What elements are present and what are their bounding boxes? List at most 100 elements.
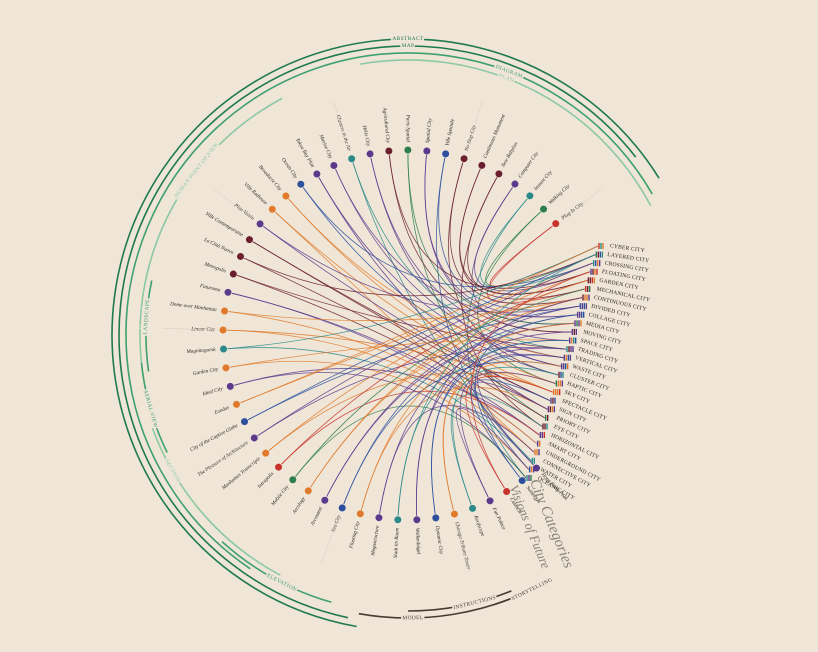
work-node — [551, 219, 560, 228]
work-label: Magnitogorsk — [185, 347, 216, 355]
guide-line — [456, 521, 470, 573]
link — [233, 273, 543, 427]
representation-label: HUMAN POINT OF VIEW — [173, 141, 220, 199]
link — [223, 329, 553, 393]
work-label: Exodus — [213, 405, 230, 417]
work-node — [450, 509, 459, 519]
work-node — [412, 515, 421, 524]
representation-arc — [125, 52, 653, 570]
work-label: Broadacre City — [257, 164, 283, 192]
work-node — [403, 145, 412, 155]
link — [473, 381, 548, 469]
link — [285, 195, 564, 359]
link — [230, 368, 540, 436]
work-node — [229, 269, 238, 279]
representation-label: MAP — [402, 43, 415, 49]
link — [388, 150, 591, 289]
guide-line — [163, 328, 216, 331]
work-label: Manhattan Transcripts — [220, 456, 261, 492]
representation-arc — [360, 59, 652, 207]
work-node — [232, 400, 241, 409]
link — [240, 254, 596, 297]
category-label: CYBER CITY — [610, 243, 646, 254]
work-label: Marine City — [317, 133, 333, 160]
work-label: Roofscape — [472, 514, 487, 538]
work-label: Garden City — [192, 366, 219, 377]
work-node — [236, 252, 245, 261]
work-label: Instant City — [532, 169, 554, 193]
work-node — [288, 475, 297, 484]
link — [477, 353, 564, 469]
link — [359, 386, 548, 514]
work-label: Mobile City — [270, 484, 291, 508]
link — [474, 314, 577, 481]
work-node — [393, 515, 402, 524]
link — [233, 273, 567, 350]
work-label: Futurama — [198, 283, 221, 294]
work-node — [329, 161, 338, 170]
work-label: Ocean City — [280, 157, 299, 180]
link — [307, 297, 583, 492]
link — [459, 371, 556, 502]
link — [236, 245, 599, 405]
link — [324, 322, 575, 501]
work-label: Spatial City — [425, 118, 434, 144]
representation-label: MODEL — [402, 615, 423, 621]
guide-line — [561, 187, 604, 220]
work-node — [218, 325, 228, 335]
work-node — [431, 513, 440, 523]
link — [265, 372, 553, 454]
link — [470, 379, 551, 481]
work-label: Ville Radieuse — [242, 182, 268, 207]
link — [223, 329, 535, 453]
work-node — [274, 463, 283, 472]
work-node — [220, 306, 229, 316]
work-label: Tokyo Bay Plan — [294, 137, 316, 169]
link — [265, 271, 591, 454]
work-node — [525, 191, 534, 200]
link — [227, 291, 537, 444]
work-label: Walking City — [547, 183, 571, 206]
link — [278, 279, 588, 468]
link — [244, 254, 596, 422]
work-label: Ville Contemporaine — [204, 211, 245, 239]
work-label: Metropolis — [202, 261, 226, 274]
link — [455, 407, 529, 502]
link — [254, 262, 593, 439]
link — [316, 173, 561, 367]
link — [448, 158, 559, 376]
representation-label: AERIAL VIEW — [142, 389, 159, 429]
representation-arc — [145, 280, 153, 372]
work-node — [468, 504, 477, 513]
work-node — [347, 154, 356, 163]
work-node — [240, 417, 249, 426]
representation-arc — [118, 45, 637, 619]
work-node — [312, 169, 321, 179]
work-node — [320, 496, 329, 505]
link — [225, 339, 569, 369]
link — [244, 305, 580, 422]
work-label: Continuous Monument — [482, 113, 507, 159]
work-node — [261, 449, 270, 458]
link — [249, 239, 551, 402]
link — [225, 360, 529, 470]
link — [236, 262, 593, 405]
work-label: Helix City — [361, 124, 372, 148]
link — [452, 366, 559, 509]
representation-arc — [221, 540, 332, 603]
link — [470, 271, 591, 492]
work-node — [223, 288, 233, 297]
work-node — [250, 433, 259, 443]
work-label: Dynamic City — [434, 524, 444, 555]
work-node — [255, 219, 265, 228]
link — [224, 297, 583, 321]
work-node — [374, 513, 384, 522]
work-node — [219, 344, 228, 354]
link — [397, 254, 596, 520]
guide-line — [333, 101, 350, 152]
work-node — [485, 496, 495, 505]
representation-arc — [151, 427, 281, 576]
representation-label: INSTRUCTIONS — [453, 595, 497, 611]
work-node — [494, 169, 503, 178]
work-label: Megastructure — [370, 524, 381, 557]
